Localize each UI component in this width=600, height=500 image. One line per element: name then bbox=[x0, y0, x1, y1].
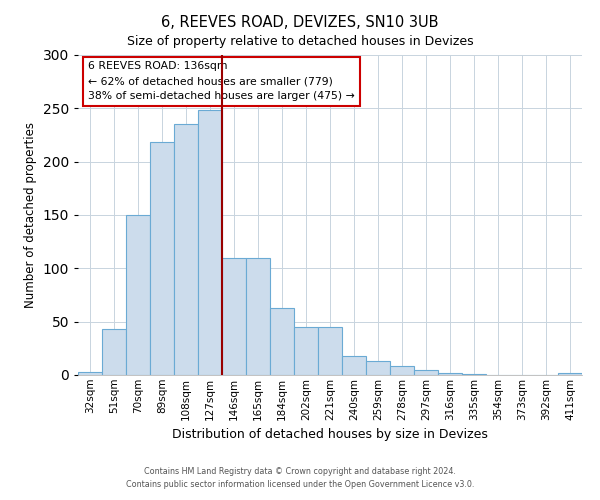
Bar bbox=[78, 372, 102, 375]
Bar bbox=[294, 327, 318, 375]
Text: Contains HM Land Registry data © Crown copyright and database right 2024.
Contai: Contains HM Land Registry data © Crown c… bbox=[126, 468, 474, 489]
Bar bbox=[246, 258, 270, 375]
Bar bbox=[342, 356, 366, 375]
Bar bbox=[318, 327, 342, 375]
Bar bbox=[222, 258, 246, 375]
Bar bbox=[270, 308, 294, 375]
Bar bbox=[366, 361, 390, 375]
Text: 6 REEVES ROAD: 136sqm
← 62% of detached houses are smaller (779)
38% of semi-det: 6 REEVES ROAD: 136sqm ← 62% of detached … bbox=[88, 62, 355, 101]
Y-axis label: Number of detached properties: Number of detached properties bbox=[24, 122, 37, 308]
Text: Size of property relative to detached houses in Devizes: Size of property relative to detached ho… bbox=[127, 35, 473, 48]
Bar bbox=[414, 370, 438, 375]
Bar bbox=[438, 373, 462, 375]
Bar bbox=[150, 142, 174, 375]
Bar bbox=[462, 374, 486, 375]
Bar bbox=[390, 366, 414, 375]
Bar bbox=[126, 215, 150, 375]
Bar bbox=[102, 329, 126, 375]
Bar bbox=[174, 124, 198, 375]
X-axis label: Distribution of detached houses by size in Devizes: Distribution of detached houses by size … bbox=[172, 428, 488, 441]
Bar bbox=[558, 373, 582, 375]
Text: 6, REEVES ROAD, DEVIZES, SN10 3UB: 6, REEVES ROAD, DEVIZES, SN10 3UB bbox=[161, 15, 439, 30]
Bar bbox=[198, 110, 222, 375]
